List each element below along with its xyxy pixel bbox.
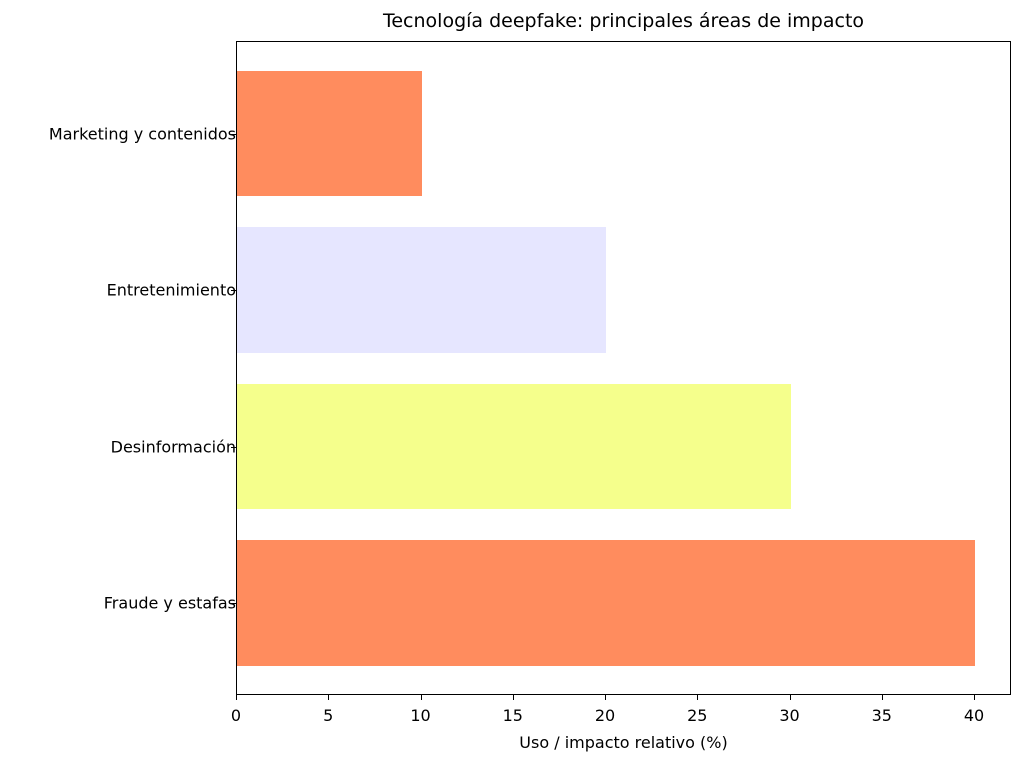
x-tick-label: 15 (502, 706, 523, 725)
x-tick-mark (974, 695, 975, 700)
y-tick-mark (231, 133, 236, 135)
x-tick-label: 30 (779, 706, 800, 725)
bar (237, 540, 975, 666)
bar (237, 227, 606, 353)
y-tick-label: Entretenimiento (106, 280, 236, 300)
y-tick-label: Fraude y estafas (103, 593, 236, 613)
x-tick-mark (881, 695, 883, 700)
y-tick-mark (231, 603, 236, 604)
bar (237, 70, 422, 197)
x-tick-label: 5 (323, 706, 334, 725)
x-tick-mark (512, 695, 514, 700)
x-tick-mark (605, 695, 606, 700)
x-tick-mark (789, 695, 791, 700)
x-tick-label: 40 (963, 706, 985, 725)
x-tick-mark (328, 695, 330, 700)
chart-title: Tecnología deepfake: principales áreas d… (382, 10, 865, 32)
bar (237, 383, 791, 510)
y-tick-label: Marketing y contenidos (48, 124, 236, 143)
y-tick-mark (231, 290, 236, 291)
x-tick-mark (697, 695, 699, 700)
x-tick-mark (420, 695, 422, 700)
x-tick-label: 0 (230, 706, 242, 725)
x-axis-label: Uso / impacto relativo (%) (519, 733, 728, 752)
x-tick-mark (236, 695, 237, 700)
x-tick-label: 10 (410, 706, 431, 725)
y-tick-mark (231, 446, 236, 448)
x-tick-label: 25 (687, 706, 708, 725)
x-tick-label: 35 (871, 706, 892, 725)
y-tick-label: Desinformación (110, 437, 236, 456)
x-tick-label: 20 (594, 706, 616, 725)
plot-area (236, 41, 1011, 695)
